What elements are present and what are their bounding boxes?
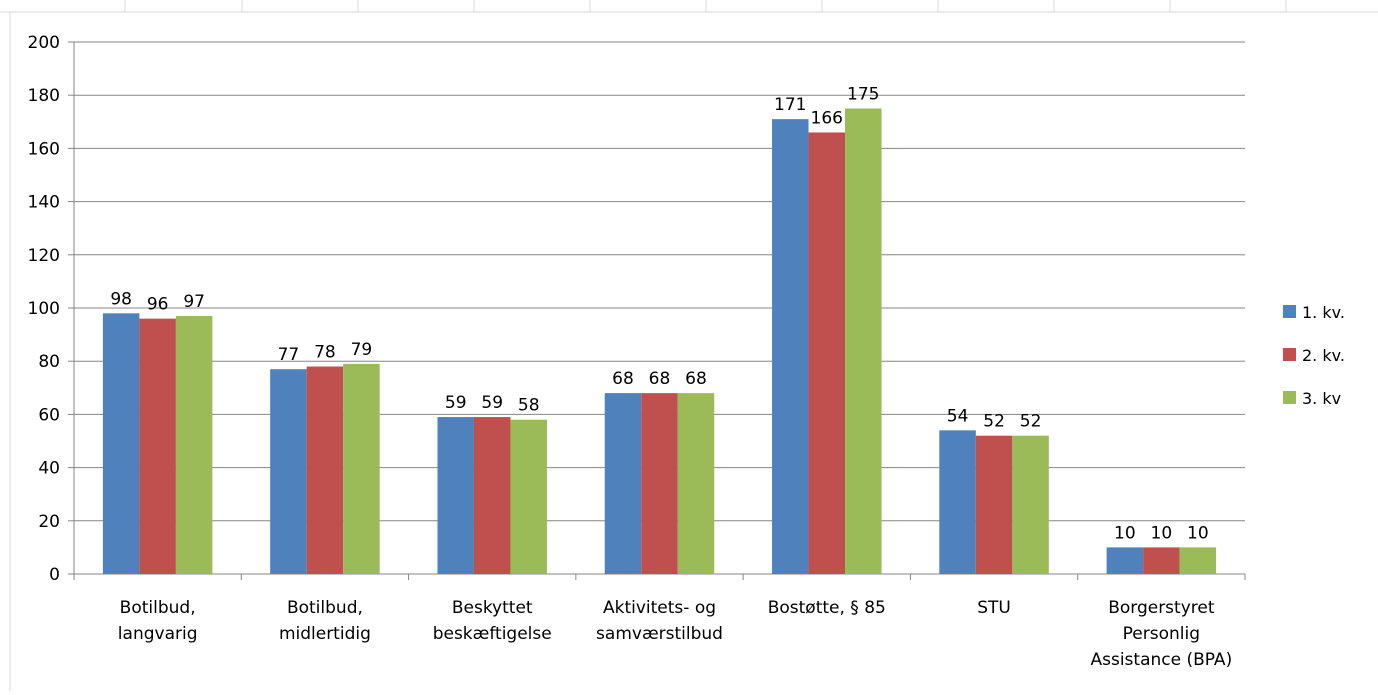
bar bbox=[641, 393, 678, 574]
bar bbox=[306, 366, 344, 574]
bar bbox=[808, 132, 846, 574]
data-label: 10 bbox=[1114, 523, 1136, 543]
data-label: 79 bbox=[351, 340, 373, 360]
axes: 0 20 40 60 80 100 120 140 160 180 200 Botilbud, lang… bbox=[28, 33, 1246, 670]
x-category-label-line: Assistance (BPA) bbox=[1090, 650, 1232, 670]
data-label: 68 bbox=[612, 369, 634, 389]
bar bbox=[1106, 547, 1144, 574]
y-tick-label: 80 bbox=[38, 352, 60, 372]
bar bbox=[1179, 547, 1217, 574]
legend-swatch bbox=[1283, 391, 1296, 404]
x-category-label-line: Botilbud, bbox=[287, 598, 363, 618]
bar bbox=[343, 363, 380, 574]
y-tick-label: 60 bbox=[38, 405, 60, 425]
x-category-label-line: samværstilbud bbox=[596, 624, 723, 644]
data-label: 98 bbox=[110, 289, 132, 309]
bar bbox=[437, 417, 474, 574]
data-label: 59 bbox=[445, 393, 467, 413]
data-label: 166 bbox=[811, 108, 843, 128]
bar bbox=[845, 108, 882, 574]
y-tick-label: 40 bbox=[38, 459, 60, 479]
data-label: 78 bbox=[314, 343, 336, 363]
bar bbox=[677, 393, 715, 574]
data-label: 77 bbox=[278, 345, 300, 365]
bar bbox=[772, 119, 809, 574]
y-tick-label: 180 bbox=[28, 86, 60, 106]
x-category-label-line: Personlig bbox=[1123, 624, 1200, 644]
bar bbox=[975, 435, 1013, 574]
x-category-label-line: STU bbox=[977, 598, 1011, 618]
x-category-label: Beskyttet beskæftigelse bbox=[433, 598, 552, 644]
x-category-label-line: beskæftigelse bbox=[433, 624, 552, 644]
bar bbox=[604, 393, 642, 574]
x-category-label: STU bbox=[977, 598, 1011, 618]
legend-label: 3. kv bbox=[1302, 389, 1341, 408]
x-category-label-line: Borgerstyret bbox=[1108, 598, 1215, 618]
bars bbox=[102, 108, 1217, 574]
data-label: 68 bbox=[685, 369, 707, 389]
x-category-label: Bostøtte, § 85 bbox=[768, 598, 886, 618]
x-category-label-line: Beskyttet bbox=[452, 598, 533, 618]
data-label: 68 bbox=[649, 369, 671, 389]
data-label: 54 bbox=[947, 406, 969, 426]
data-label: 52 bbox=[1020, 412, 1042, 432]
legend-swatch bbox=[1283, 305, 1296, 318]
x-category-label: Botilbud, langvarig bbox=[118, 598, 198, 644]
y-tick-label: 160 bbox=[28, 139, 60, 159]
y-tick-label: 20 bbox=[38, 512, 60, 532]
data-label: 96 bbox=[147, 295, 169, 315]
x-category-label: Aktivitets- og samværstilbud bbox=[596, 598, 723, 644]
bar bbox=[473, 417, 511, 574]
bar bbox=[510, 419, 547, 574]
x-category-label-line: langvarig bbox=[118, 624, 198, 644]
y-tick-label: 120 bbox=[28, 246, 60, 266]
legend-swatch bbox=[1283, 348, 1296, 361]
data-label: 171 bbox=[774, 95, 806, 115]
data-label: 175 bbox=[847, 85, 879, 105]
x-category-label-line: midlertidig bbox=[279, 624, 371, 644]
bar bbox=[102, 313, 140, 574]
y-tick-label: 100 bbox=[28, 299, 60, 319]
bar bbox=[1012, 435, 1049, 574]
y-tick-label: 140 bbox=[28, 193, 60, 213]
y-tick-label: 0 bbox=[49, 565, 60, 585]
x-category-label-line: Botilbud, bbox=[120, 598, 196, 618]
bar bbox=[939, 430, 976, 574]
bar bbox=[139, 318, 176, 574]
x-category-label-line: Bostøtte, § 85 bbox=[768, 598, 886, 618]
data-label: 58 bbox=[518, 396, 540, 416]
bar bbox=[175, 315, 213, 574]
x-category-label: Botilbud, midlertidig bbox=[279, 598, 371, 644]
bar bbox=[1143, 547, 1180, 574]
data-label: 59 bbox=[481, 393, 503, 413]
bar bbox=[270, 369, 307, 574]
legend-label: 1. kv. bbox=[1302, 303, 1345, 322]
x-category-label: Borgerstyret Personlig Assistance (BPA) bbox=[1090, 598, 1232, 670]
data-label: 10 bbox=[1187, 523, 1209, 543]
x-category-label-line: Aktivitets- og bbox=[603, 598, 716, 618]
data-label: 52 bbox=[983, 412, 1005, 432]
legend-label: 2. kv. bbox=[1302, 346, 1345, 365]
data-label: 97 bbox=[183, 292, 205, 312]
legend: 1. kv. 2. kv. 3. kv bbox=[1283, 303, 1345, 408]
data-label: 10 bbox=[1151, 523, 1173, 543]
y-tick-label: 200 bbox=[28, 33, 60, 53]
